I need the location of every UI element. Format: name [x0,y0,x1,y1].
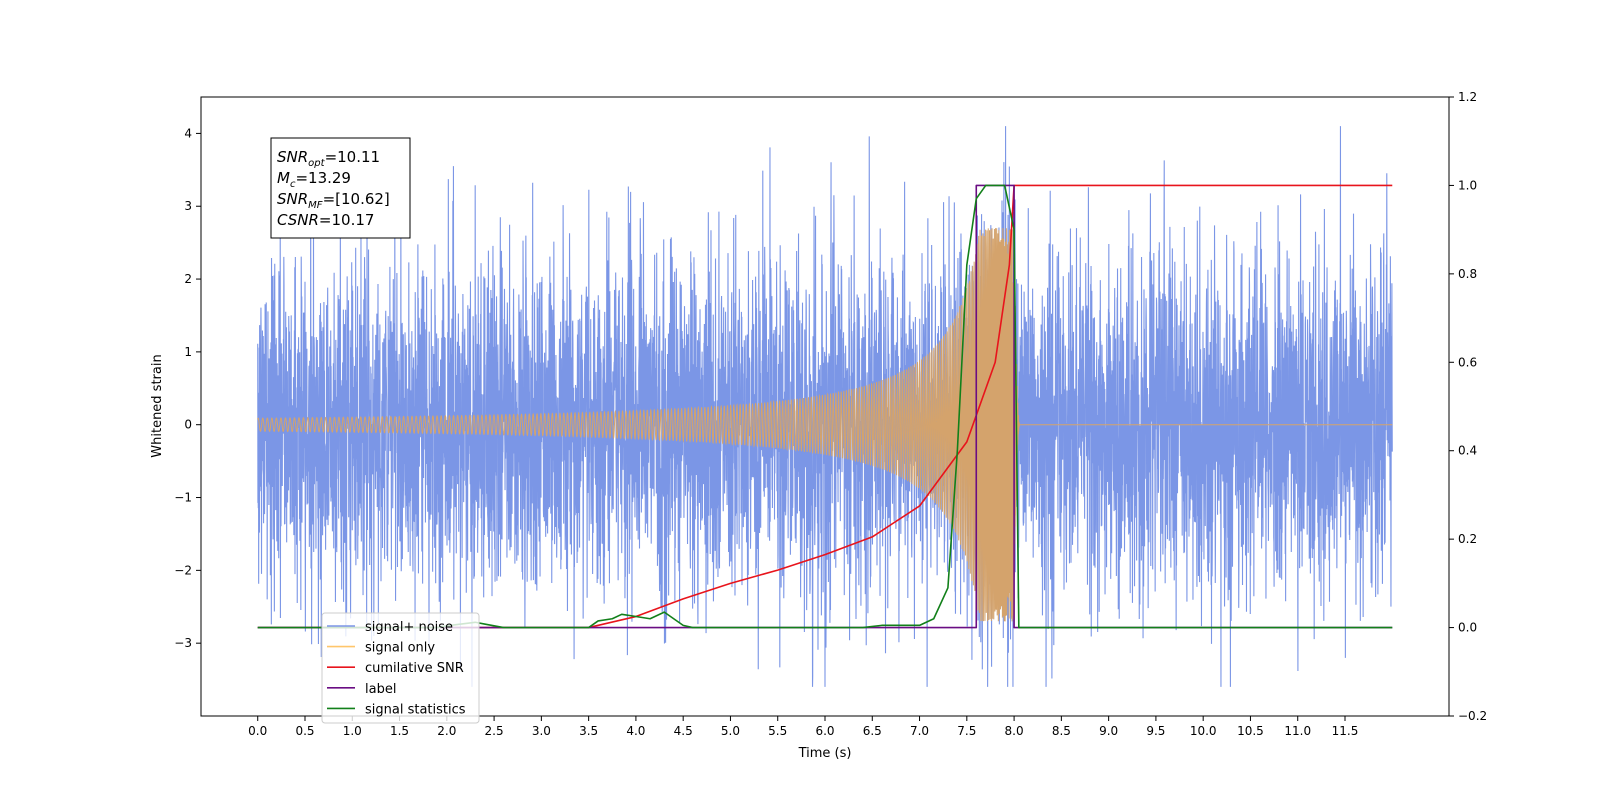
x-tick-label: 4.0 [626,724,645,738]
x-axis: 0.0 0.5 1.0 1.5 2.0 2.5 3.0 3.5 4.0 4.5 5.0 5.5 6.0 6… [248,716,1358,738]
legend-label: label [365,682,396,697]
x-tick-label: 9.0 [1099,724,1118,738]
x-tick-label: 9.5 [1146,724,1165,738]
x-tick-label: 1.5 [390,724,409,738]
legend-label: cumilative SNR [365,661,464,676]
x-tick-label: 5.5 [768,724,787,738]
y-axis-left: −3 −2 −1 0 1 2 3 4 [174,126,201,650]
annotation-line: CSNR=10.17 [277,211,374,229]
y2-tick-label: 0.6 [1458,355,1477,369]
x-tick-label: 1.0 [343,724,362,738]
x-tick-label: 0.5 [295,724,314,738]
y2-tick-label: 0.0 [1458,621,1477,635]
x-tick-label: 6.5 [863,724,882,738]
x-tick-label: 8.5 [1052,724,1071,738]
series-signal-noise [257,126,1393,687]
x-tick-label: 7.0 [910,724,929,738]
y-tick-label: −1 [174,491,192,505]
legend-label: signal+ noise [365,620,453,635]
y-tick-label: 2 [184,272,192,286]
annotation-frame [270,137,411,239]
x-tick-label: 3.5 [579,724,598,738]
y2-tick-label: 0.2 [1458,532,1477,546]
x-tick-label: 11.5 [1332,724,1359,738]
x-tick-label: 2.0 [437,724,456,738]
x-tick-label: 10.0 [1190,724,1217,738]
legend-frame [321,612,480,724]
x-tick-label: 8.0 [1005,724,1024,738]
x-tick-label: 7.5 [957,724,976,738]
y2-tick-label: −0.2 [1458,709,1487,723]
x-tick-label: 0.0 [248,724,267,738]
x-tick-label: 10.5 [1237,724,1264,738]
x-tick-label: 11.0 [1284,724,1311,738]
y-axis-right: −0.2 0.0 0.2 0.4 0.6 0.8 1.0 1.2 [1449,90,1487,723]
x-tick-label: 3.0 [532,724,551,738]
y2-tick-label: 1.2 [1458,90,1477,104]
y2-tick-label: 1.0 [1458,178,1477,192]
annotation-line: Mc=13.29 [277,169,351,190]
y-tick-label: 4 [184,126,192,140]
y-tick-label: 1 [184,345,192,359]
legend-label: signal only [365,641,435,656]
x-tick-label: 6.0 [815,724,834,738]
plot-area [257,126,1393,687]
annotation-line: SNRMF=[10.62] [277,190,390,211]
legend-label: signal statistics [365,702,466,717]
x-axis-label: Time (s) [798,746,852,761]
series-signal-statistics [257,184,1393,629]
x-tick-label: 2.5 [485,724,504,738]
snr-annotation-box: SNRopt=10.11Mc=13.29SNRMF=[10.62]CSNR=10… [270,137,411,239]
x-tick-label: 4.5 [674,724,693,738]
y-tick-label: −3 [174,636,192,650]
annotation-line: SNRopt=10.11 [277,148,380,169]
y2-tick-label: 0.8 [1458,267,1477,281]
y-tick-label: 3 [184,199,192,213]
y2-tick-label: 0.4 [1458,444,1477,458]
y-axis-label: Whitened strain [150,354,165,457]
y-tick-label: −2 [174,563,192,577]
y-tick-label: 0 [184,418,192,432]
x-tick-label: 5.0 [721,724,740,738]
series-cumulative-snr [257,184,1393,629]
legend: signal+ noise signal only cumilative SNR la… [321,612,480,724]
series-signal-only [257,228,1393,622]
